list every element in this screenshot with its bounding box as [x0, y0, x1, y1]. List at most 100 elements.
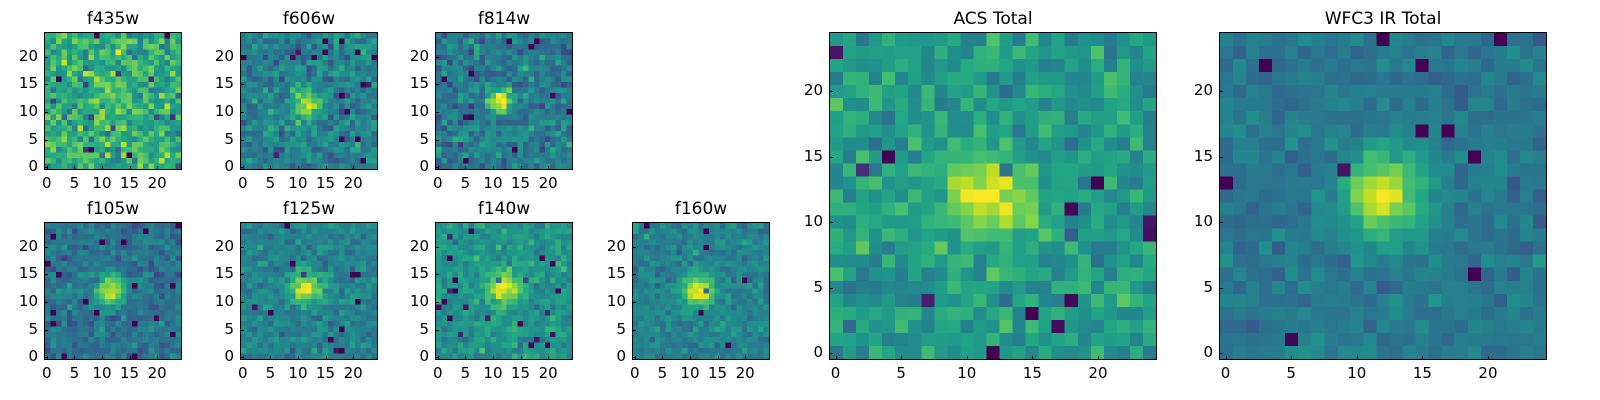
panel-acs-total-ytickmark-5	[829, 287, 833, 289]
panel-f606w-xtick-20: 20	[343, 174, 363, 192]
panel-f606w-ytickmark-15	[240, 84, 244, 86]
panel-f125w-heatmap	[241, 223, 377, 359]
panel-f814w-xtick-10: 10	[483, 174, 503, 192]
panel-f814w-ytickmark-5	[435, 139, 439, 141]
panel-acs-total-xtick-10: 10	[957, 364, 977, 382]
panel-f160w-xtick-10: 10	[680, 364, 700, 382]
panel-f435w-heatmap	[45, 33, 181, 169]
panel-f606w-xtick-0: 0	[237, 174, 248, 192]
panel-f435w-ytick-5: 5	[28, 129, 38, 148]
panel-f435w-ytickmark-5	[44, 139, 48, 141]
panel-wfc3-ir-total-ytick-10: 10	[1193, 212, 1213, 231]
panel-acs-total-ytickmark-20	[829, 91, 833, 93]
panel-f435w-xtick-10: 10	[92, 174, 112, 192]
panel-f814w-ytickmark-15	[435, 84, 439, 86]
panel-f606w-ytick-5: 5	[224, 129, 234, 148]
panel-f125w-ytick-10: 10	[214, 292, 234, 311]
panel-acs-total-heatmap	[830, 33, 1156, 359]
panel-acs-total-image	[829, 32, 1157, 360]
panel-f160w-xtick-5: 5	[657, 364, 668, 382]
panel-f606w-heatmap	[241, 33, 377, 169]
panel-acs-total-ytickmark-10	[829, 222, 833, 224]
panel-f814w-heatmap	[436, 33, 572, 169]
panel-f160w-xtickmark-20	[745, 356, 747, 360]
panel-f814w-ytick-0: 0	[419, 157, 429, 176]
panel-f435w-xtickmark-10	[101, 166, 103, 170]
panel-f435w-ytick-20: 20	[18, 46, 38, 65]
panel-f435w-image	[44, 32, 182, 170]
panel-f140w-xtick-10: 10	[483, 364, 503, 382]
panel-f105w-ytickmark-10	[44, 302, 48, 304]
panel-f125w-title: f125w	[282, 199, 336, 219]
panel-f140w-ytick-20: 20	[409, 236, 429, 255]
panel-acs-total-ytickmark-15	[829, 156, 833, 158]
panel-acs-total-xtickmark-20	[1097, 356, 1099, 360]
panel-f160w-ytick-5: 5	[616, 319, 626, 338]
panel-wfc3-ir-total-title: WFC3 IR Total	[1324, 9, 1442, 29]
panel-f606w-xtickmark-10	[297, 166, 299, 170]
panel-f105w-image	[44, 222, 182, 360]
panel-f435w-xtickmark-15	[129, 166, 131, 170]
panel-f140w-xtick-20: 20	[538, 364, 558, 382]
panel-f105w-xtick-20: 20	[147, 364, 167, 382]
panel-f140w-ytick-15: 15	[409, 264, 429, 283]
panel-f105w-xtick-10: 10	[92, 364, 112, 382]
panel-f814w-image	[435, 32, 573, 170]
panel-acs-total-xtick-20: 20	[1088, 364, 1108, 382]
panel-acs-total-xtickmark-5	[901, 356, 903, 360]
panel-f125w-ytickmark-10	[240, 302, 244, 304]
panel-f105w-xtick-5: 5	[69, 364, 80, 382]
panel-f125w-xtickmark-10	[297, 356, 299, 360]
panel-f814w-ytick-5: 5	[419, 129, 429, 148]
panel-f606w-ytick-10: 10	[214, 102, 234, 121]
panel-f606w-ytick-15: 15	[214, 74, 234, 93]
panel-f105w-xtick-15: 15	[120, 364, 140, 382]
panel-f814w-ytickmark-20	[435, 56, 439, 58]
panel-f160w-xtickmark-15	[717, 356, 719, 360]
panel-f814w-ytick-15: 15	[409, 74, 429, 93]
panel-f814w-xtickmark-5	[465, 166, 467, 170]
panel-f125w-xtick-15: 15	[316, 364, 336, 382]
panel-f435w-ytick-10: 10	[18, 102, 38, 121]
panel-f140w-xtickmark-5	[465, 356, 467, 360]
panel-f105w-ytick-15: 15	[18, 264, 38, 283]
panel-f606w-ytick-0: 0	[224, 157, 234, 176]
panel-f125w-xtick-0: 0	[237, 364, 248, 382]
panel-f140w-ytickmark-5	[435, 329, 439, 331]
panel-f140w-title: f140w	[477, 199, 531, 219]
panel-f160w-xtick-20: 20	[735, 364, 755, 382]
panel-f814w-xtickmark-20	[548, 166, 550, 170]
panel-f814w-xtickmark-15	[520, 166, 522, 170]
panel-f160w-ytickmark-5	[632, 329, 636, 331]
panel-f814w-ytickmark-10	[435, 112, 439, 114]
panel-wfc3-ir-total-ytickmark-5	[1219, 287, 1223, 289]
panel-acs-total-ytick-0: 0	[813, 343, 823, 362]
panel-f606w-ytickmark-10	[240, 112, 244, 114]
panel-f160w-xtickmark-10	[689, 356, 691, 360]
panel-f435w-ytickmark-0	[44, 167, 48, 169]
panel-f160w-image	[632, 222, 770, 360]
panel-f140w-xtick-15: 15	[511, 364, 531, 382]
panel-f814w-xtickmark-10	[492, 166, 494, 170]
panel-f160w-title: f160w	[674, 199, 728, 219]
panel-wfc3-ir-total-image	[1219, 32, 1547, 360]
panel-wfc3-ir-total-xtick-0: 0	[1220, 364, 1231, 382]
panel-f814w-xtick-20: 20	[538, 174, 558, 192]
panel-f606w-ytickmark-20	[240, 56, 244, 58]
panel-wfc3-ir-total-xtick-20: 20	[1478, 364, 1498, 382]
panel-f814w-xtick-5: 5	[460, 174, 471, 192]
panel-f814w-ytickmark-0	[435, 167, 439, 169]
panel-f814w-xtick-0: 0	[432, 174, 443, 192]
panel-f814w-ytick-20: 20	[409, 46, 429, 65]
panel-wfc3-ir-total-xtickmark-10	[1356, 356, 1358, 360]
panel-wfc3-ir-total-xtickmark-0	[1225, 356, 1227, 360]
panel-f606w-image	[240, 32, 378, 170]
panel-acs-total-ytick-5: 5	[813, 277, 823, 296]
panel-f140w-xtickmark-15	[520, 356, 522, 360]
panel-f125w-ytickmark-20	[240, 246, 244, 248]
panel-f435w-ytickmark-10	[44, 112, 48, 114]
panel-f125w-ytickmark-5	[240, 329, 244, 331]
panel-f125w-xtickmark-15	[325, 356, 327, 360]
panel-f105w-ytickmark-20	[44, 246, 48, 248]
